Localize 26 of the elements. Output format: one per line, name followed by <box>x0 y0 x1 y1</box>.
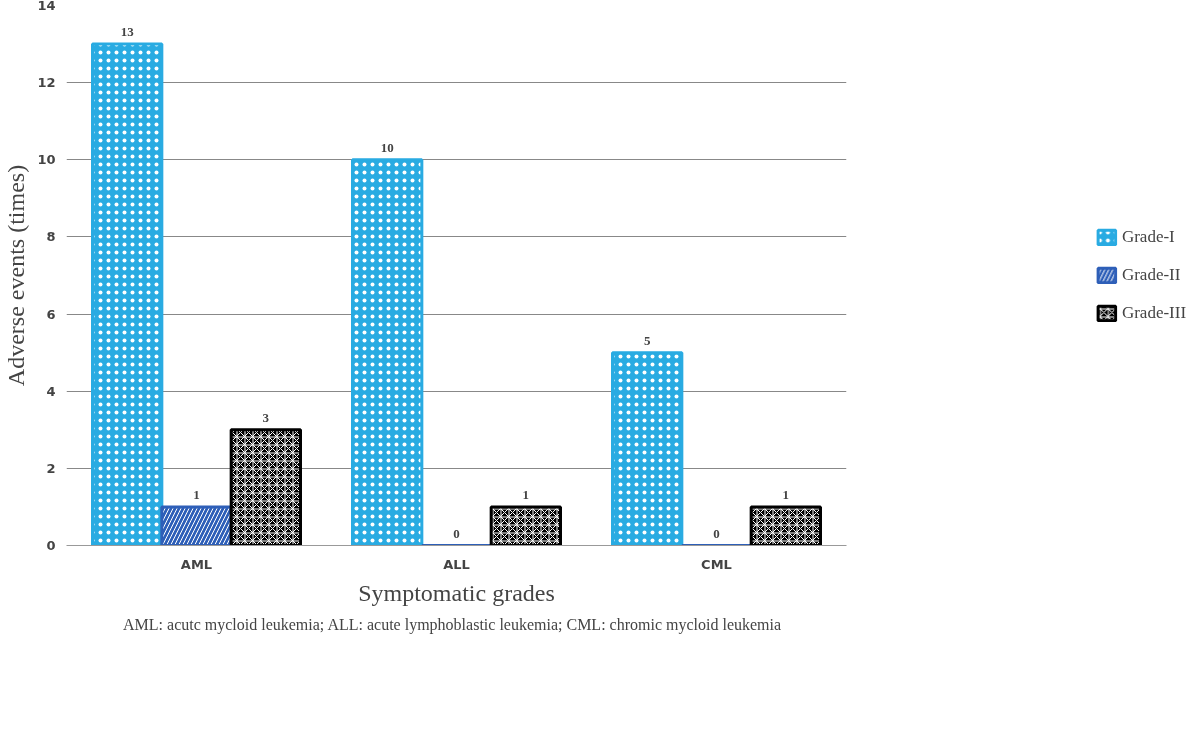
y-tick-label: 12 <box>37 75 56 91</box>
y-tick-label: 6 <box>46 306 56 322</box>
x-tick-label: CML <box>701 556 732 572</box>
data-label: 1 <box>522 486 530 502</box>
data-label: 0 <box>453 525 460 541</box>
legend-label: Grade-II <box>1121 265 1181 285</box>
y-tick-label: 2 <box>46 460 56 476</box>
x-axis-title: Symptomatic grades <box>358 579 555 606</box>
data-label: 3 <box>262 409 270 425</box>
data-label: 1 <box>782 486 790 502</box>
data-label: 5 <box>643 332 651 348</box>
y-tick-label: 8 <box>46 229 56 245</box>
y-tick-label: 0 <box>46 538 56 553</box>
data-label: 13 <box>120 24 135 40</box>
data-label: 10 <box>380 139 394 155</box>
data-label: 0 <box>713 525 720 541</box>
y-tick-label: 14 <box>37 0 56 13</box>
y-axis-title: Adverse events (times) <box>3 164 30 387</box>
data-label: 1 <box>193 486 200 502</box>
y-tick-label: 10 <box>37 152 56 168</box>
legend-label: Grade-I <box>1121 227 1175 247</box>
x-tick-label: ALL <box>443 556 470 572</box>
y-tick-label: 4 <box>46 383 56 399</box>
x-tick-label: AML <box>180 556 213 572</box>
text: AML: acutc mycloid leukemia; ALL: acute lymphoblastic leukemia; CML: chromic mycloid leukemia <box>123 615 782 634</box>
legend-label: Grade-III <box>1121 303 1187 323</box>
